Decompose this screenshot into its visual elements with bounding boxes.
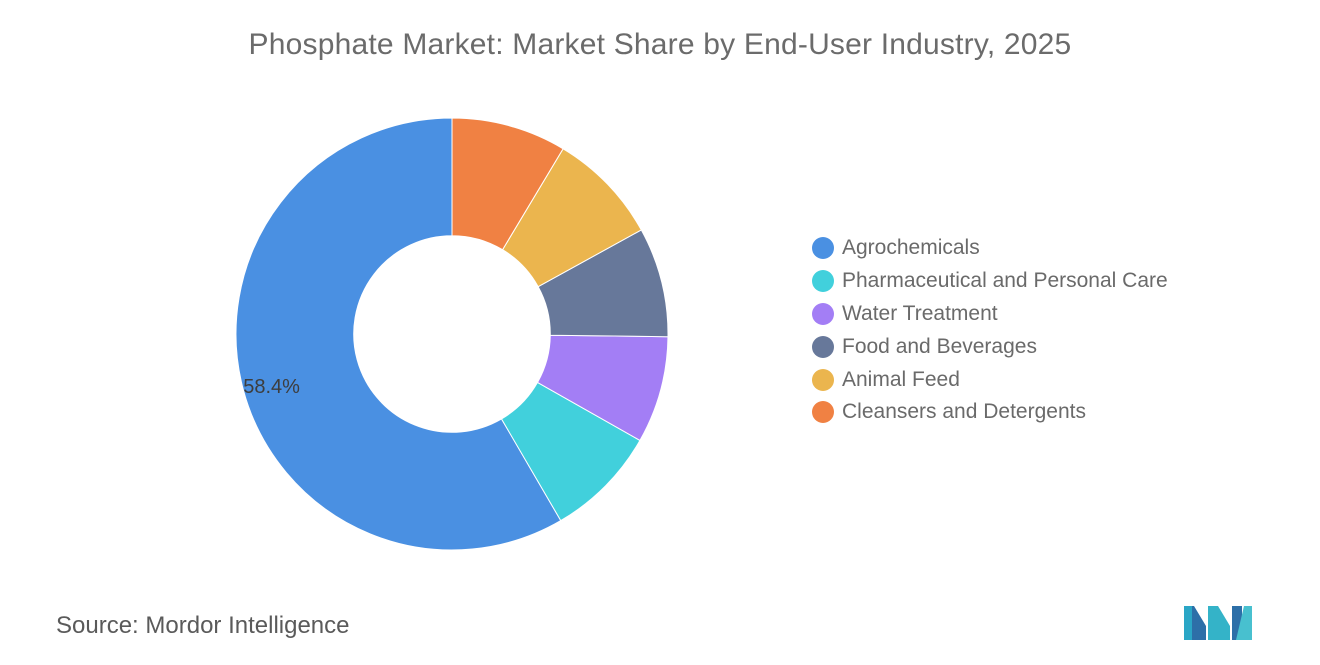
- chart-title: Phosphate Market: Market Share by End-Us…: [248, 28, 1072, 61]
- legend-swatch: [812, 368, 834, 391]
- legend-label: Pharmaceutical and Personal Care: [842, 269, 1168, 293]
- legend-swatch: [812, 237, 834, 260]
- legend-label: Animal Feed: [842, 367, 960, 391]
- legend-label: Water Treatment: [842, 301, 998, 325]
- legend-swatch: [812, 302, 834, 325]
- donut-slice-cleansers-and-detergents: [451, 117, 564, 251]
- source-note: Source: Mordor Intelligence: [56, 612, 350, 640]
- data-label: 58.4%: [243, 376, 300, 398]
- legend-label: Food and Beverages: [842, 334, 1037, 358]
- mordor-intelligence-logo: [1184, 606, 1252, 640]
- legend-item: Water Treatment: [812, 298, 1168, 331]
- legend-item: Agrochemicals: [812, 232, 1168, 265]
- legend-item: Animal Feed: [812, 363, 1168, 396]
- source-key: Source:: [56, 612, 139, 639]
- legend-item: Food and Beverages: [812, 330, 1168, 363]
- legend-swatch: [812, 270, 834, 293]
- legend-label: Agrochemicals: [842, 236, 980, 260]
- legend-swatch: [812, 401, 834, 424]
- source-value: Mordor Intelligence: [145, 612, 350, 639]
- legend-swatch: [812, 335, 834, 358]
- legend-label: Cleansers and Detergents: [842, 400, 1086, 424]
- legend-item: Pharmaceutical and Personal Care: [812, 265, 1168, 298]
- chart-legend: Agrochemicals Pharmaceutical and Personal…: [812, 232, 1168, 429]
- legend-item: Cleansers and Detergents: [812, 396, 1168, 429]
- donut-slice-agrochemicals: [235, 117, 562, 551]
